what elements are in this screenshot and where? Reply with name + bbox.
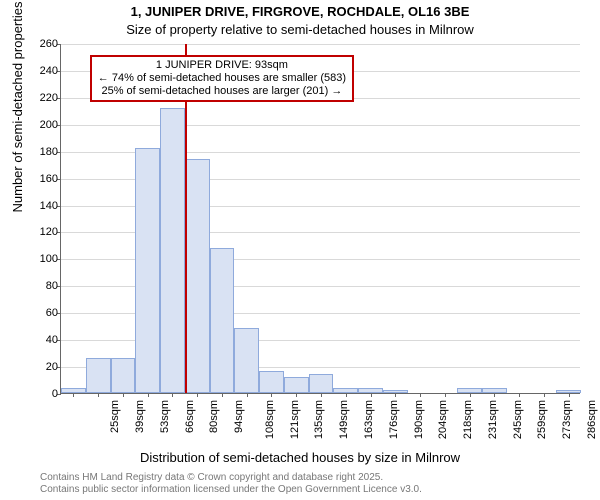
y-tick-label: 80 (2, 280, 58, 292)
histogram-bar (556, 390, 581, 393)
x-tick-label: 259sqm (536, 400, 548, 439)
x-axis-label: Distribution of semi-detached houses by … (0, 450, 600, 465)
x-tick-mark (148, 393, 149, 397)
x-tick-mark (247, 393, 248, 397)
x-tick-mark (569, 393, 570, 397)
x-tick-mark (321, 393, 322, 397)
footer-attribution: Contains HM Land Registry data © Crown c… (40, 472, 422, 496)
histogram-bar (61, 388, 86, 393)
x-tick-mark (172, 393, 173, 397)
y-tick-label: 120 (2, 226, 58, 238)
histogram-bar (383, 390, 408, 393)
histogram-bar (259, 371, 284, 393)
histogram-bar (457, 388, 482, 393)
histogram-bar (309, 374, 334, 393)
annotation-line-1: 1 JUNIPER DRIVE: 93sqm (98, 59, 346, 72)
chart-title-sub: Size of property relative to semi-detach… (0, 22, 600, 37)
annotation-line-3: 25% of semi-detached houses are larger (… (98, 85, 346, 98)
histogram-bar (333, 388, 358, 393)
x-tick-mark (395, 393, 396, 397)
x-tick-label: 204sqm (437, 400, 449, 439)
x-tick-mark (271, 393, 272, 397)
histogram-bar (284, 377, 309, 393)
x-tick-mark (346, 393, 347, 397)
histogram-bar (86, 358, 111, 393)
x-tick-mark (445, 393, 446, 397)
x-tick-mark (222, 393, 223, 397)
x-tick-mark (544, 393, 545, 397)
histogram-bar (135, 148, 160, 393)
x-tick-label: 163sqm (363, 400, 375, 439)
x-tick-mark (73, 393, 74, 397)
histogram-bar (210, 248, 235, 393)
x-tick-label: 108sqm (264, 400, 276, 439)
y-tick-label: 20 (2, 361, 58, 373)
chart-container: 1, JUNIPER DRIVE, FIRGROVE, ROCHDALE, OL… (0, 0, 600, 500)
x-tick-mark (296, 393, 297, 397)
x-tick-mark (494, 393, 495, 397)
x-tick-label: 66sqm (184, 400, 196, 433)
x-tick-label: 94sqm (233, 400, 245, 433)
gridline-h (61, 44, 580, 45)
x-tick-label: 121sqm (289, 400, 301, 439)
histogram-bar (111, 358, 136, 393)
x-tick-mark (519, 393, 520, 397)
chart-title-main: 1, JUNIPER DRIVE, FIRGROVE, ROCHDALE, OL… (0, 4, 600, 19)
y-tick-label: 100 (2, 253, 58, 265)
x-tick-mark (420, 393, 421, 397)
footer-line-1: Contains HM Land Registry data © Crown c… (40, 472, 422, 484)
y-tick-label: 140 (2, 200, 58, 212)
y-tick-label: 200 (2, 119, 58, 131)
plot-area: 1 JUNIPER DRIVE: 93sqm← 74% of semi-deta… (60, 44, 580, 394)
y-tick-label: 220 (2, 92, 58, 104)
x-tick-mark (123, 393, 124, 397)
x-tick-mark (197, 393, 198, 397)
x-tick-label: 80sqm (208, 400, 220, 433)
histogram-bar (482, 388, 507, 393)
histogram-bar (185, 159, 210, 393)
annotation-box: 1 JUNIPER DRIVE: 93sqm← 74% of semi-deta… (90, 55, 354, 102)
y-tick-label: 40 (2, 334, 58, 346)
footer-line-2: Contains public sector information licen… (40, 484, 422, 496)
y-tick-label: 180 (2, 146, 58, 158)
x-tick-label: 135sqm (314, 400, 326, 439)
x-tick-label: 39sqm (134, 400, 146, 433)
gridline-h (61, 125, 580, 126)
x-tick-mark (371, 393, 372, 397)
annotation-line-2: ← 74% of semi-detached houses are smalle… (98, 72, 346, 85)
y-tick-label: 0 (2, 388, 58, 400)
x-tick-label: 231sqm (487, 400, 499, 439)
y-tick-label: 160 (2, 173, 58, 185)
histogram-bar (234, 328, 259, 393)
x-tick-label: 190sqm (413, 400, 425, 439)
x-tick-label: 245sqm (512, 400, 524, 439)
y-tick-label: 60 (2, 307, 58, 319)
y-tick-label: 240 (2, 65, 58, 77)
histogram-bar (358, 388, 383, 393)
x-tick-label: 25sqm (109, 400, 121, 433)
x-tick-label: 149sqm (338, 400, 350, 439)
x-tick-label: 218sqm (462, 400, 474, 439)
x-tick-mark (470, 393, 471, 397)
x-tick-label: 273sqm (561, 400, 573, 439)
histogram-bar (160, 108, 185, 393)
x-tick-label: 286sqm (586, 400, 598, 439)
x-tick-label: 53sqm (159, 400, 171, 433)
y-tick-label: 260 (2, 38, 58, 50)
x-tick-label: 176sqm (388, 400, 400, 439)
x-tick-mark (98, 393, 99, 397)
